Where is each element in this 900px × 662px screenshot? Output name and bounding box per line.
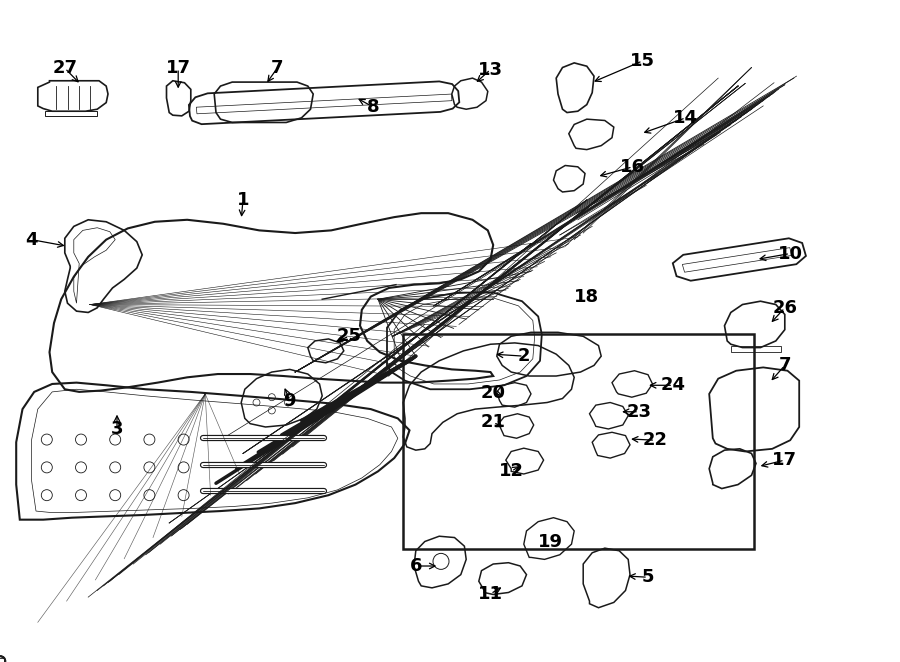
Text: 16: 16 bbox=[620, 158, 645, 176]
Text: 15: 15 bbox=[630, 52, 655, 70]
Text: 27: 27 bbox=[52, 59, 77, 77]
Text: 7: 7 bbox=[271, 59, 284, 77]
Text: 11: 11 bbox=[478, 585, 503, 603]
Text: 17: 17 bbox=[772, 451, 797, 469]
Text: 26: 26 bbox=[772, 299, 797, 317]
Text: 4: 4 bbox=[25, 230, 38, 249]
Bar bbox=[0, 658, 4, 662]
Text: 20: 20 bbox=[481, 383, 506, 402]
Bar bbox=[403, 334, 754, 549]
Text: 9: 9 bbox=[284, 391, 296, 410]
Text: 12: 12 bbox=[499, 462, 524, 481]
Text: 8: 8 bbox=[367, 98, 380, 117]
Text: 17: 17 bbox=[166, 59, 191, 77]
Text: 10: 10 bbox=[778, 244, 803, 263]
Text: 7: 7 bbox=[778, 356, 791, 375]
Text: 22: 22 bbox=[643, 431, 668, 449]
Text: 14: 14 bbox=[673, 109, 698, 127]
Text: 25: 25 bbox=[337, 327, 362, 346]
Text: 13: 13 bbox=[478, 60, 503, 79]
Text: 23: 23 bbox=[626, 402, 652, 421]
Text: 6: 6 bbox=[410, 557, 422, 575]
Text: 24: 24 bbox=[661, 376, 686, 395]
Text: 21: 21 bbox=[481, 413, 506, 432]
Text: 3: 3 bbox=[111, 420, 123, 438]
Text: 19: 19 bbox=[538, 532, 563, 551]
Text: 18: 18 bbox=[574, 287, 599, 306]
Text: 5: 5 bbox=[642, 568, 654, 587]
Text: 2: 2 bbox=[518, 347, 530, 365]
Text: 1: 1 bbox=[237, 191, 249, 209]
